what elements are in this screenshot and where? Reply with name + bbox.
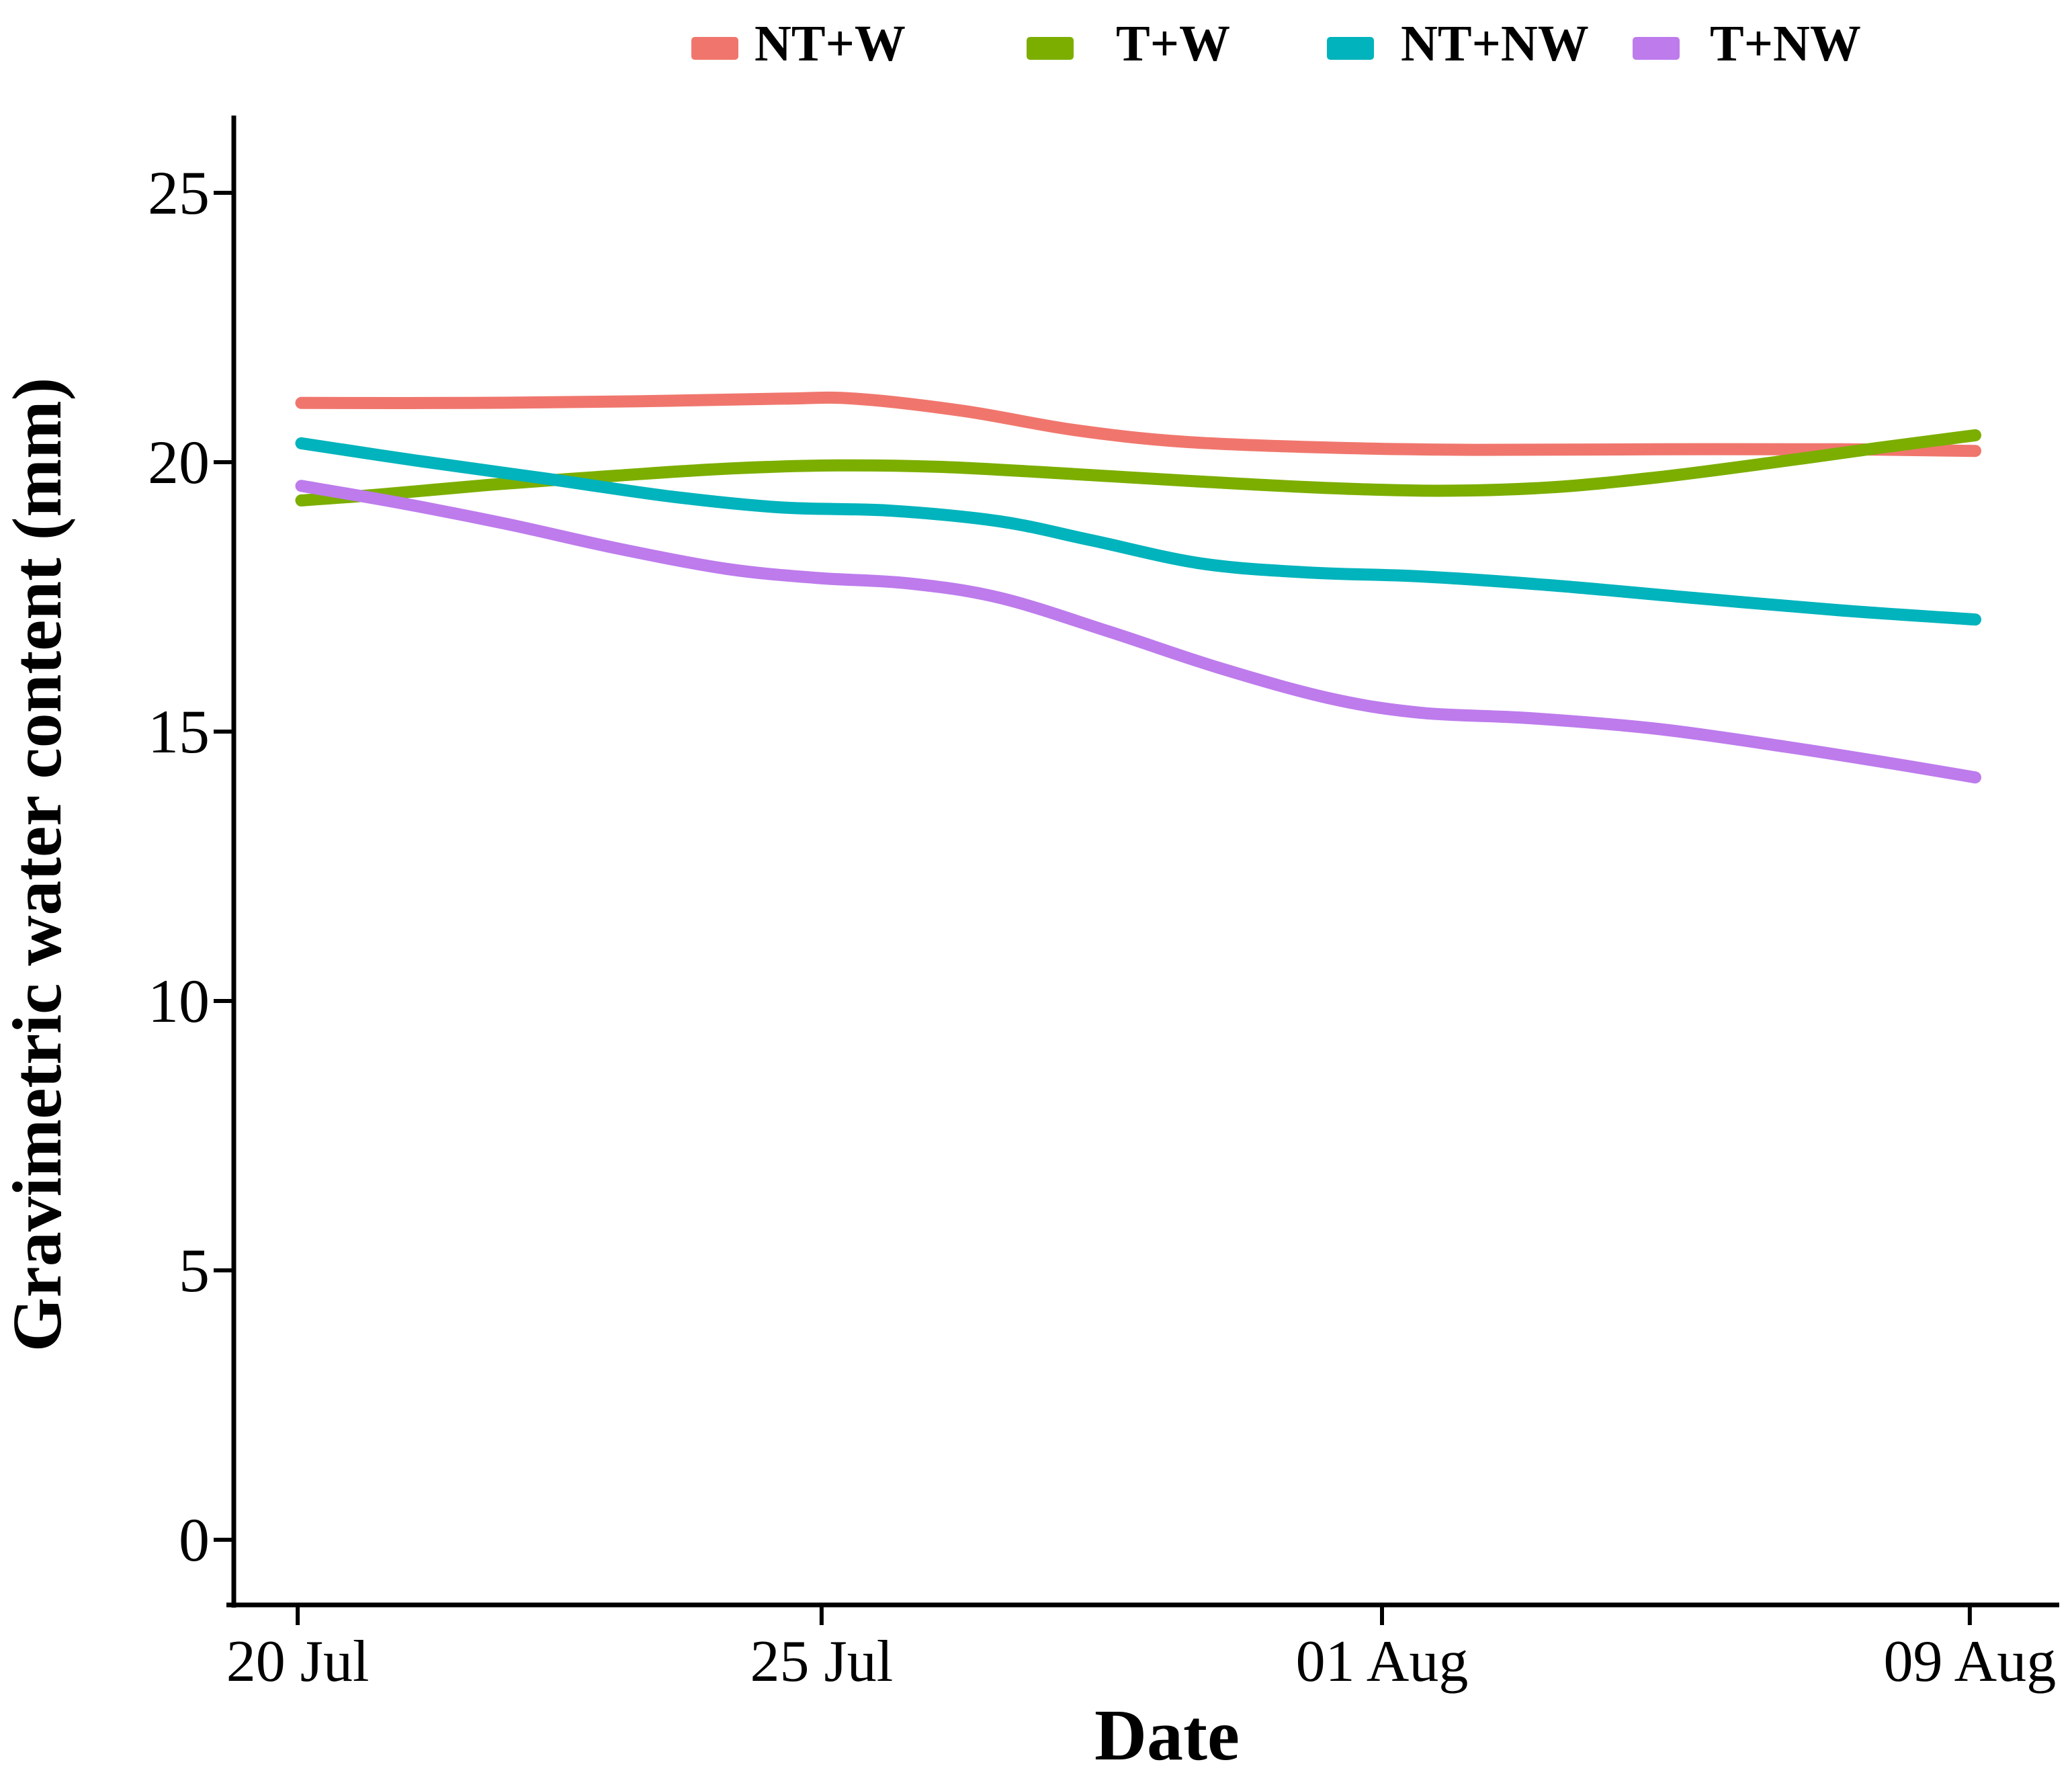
legend-label: T+NW [1710,15,1861,72]
y-tick-label: 0 [179,1506,210,1574]
y-tick-label: 5 [179,1236,210,1305]
legend-label: T+W [1116,15,1230,72]
y-tick-label: 20 [148,428,210,496]
x-tick-label: 09 Aug [1883,1629,2057,1694]
series-line-t-nw [295,480,1981,784]
series-line-nt-w [295,391,1981,457]
y-tick-label: 15 [148,697,210,766]
legend-swatch [691,37,738,60]
x-axis-title: Date [1094,1696,1240,1776]
x-tick-label: 01 Aug [1295,1629,1469,1694]
y-axis-title: Gravimetric water content (mm) [0,377,76,1352]
legend: NT+W T+W NT+NW T+NW [0,0,2072,87]
legend-label: NT+NW [1401,15,1589,72]
legend-swatch [1027,37,1074,60]
series-line-nt-nw [295,437,1981,626]
legend-swatch [1633,37,1680,60]
legend-swatch [1327,37,1374,60]
x-tick-label: 25 Jul [750,1629,894,1694]
y-tick-label: 10 [148,967,210,1035]
x-tick-label: 20 Jul [226,1629,370,1694]
legend-label: NT+W [754,15,906,72]
y-tick-label: 25 [148,159,210,227]
